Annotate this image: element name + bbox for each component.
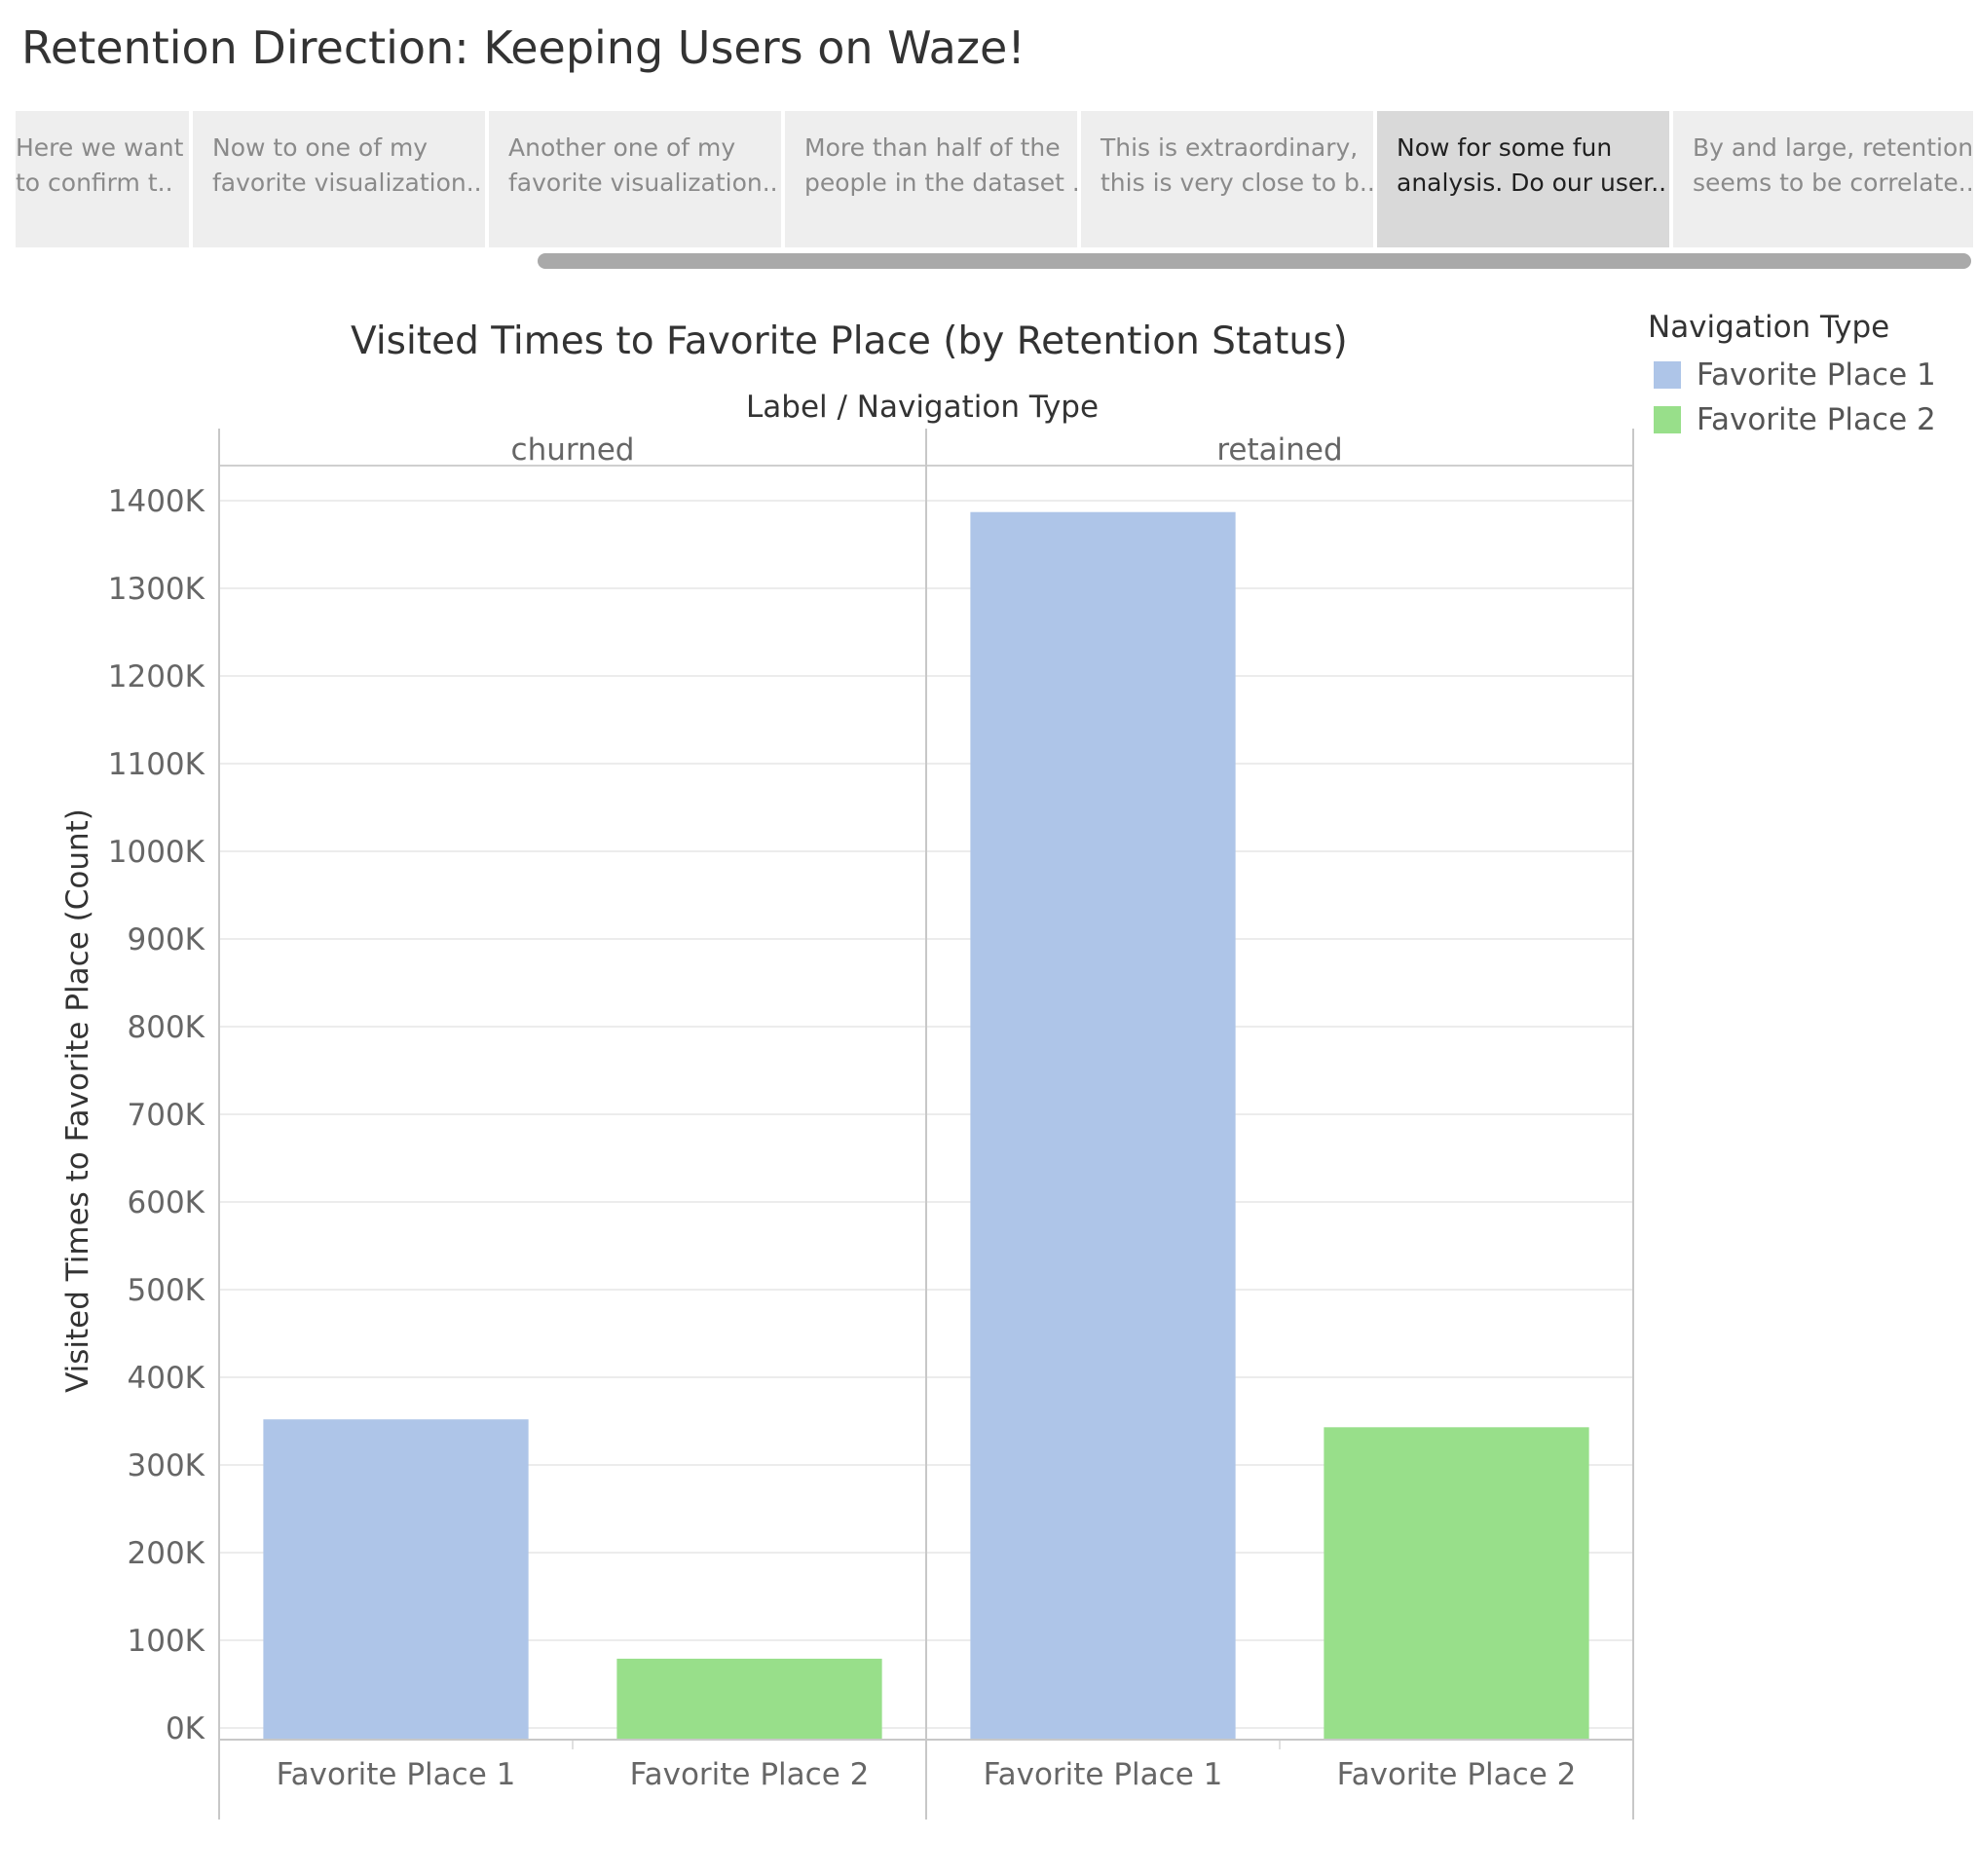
y-tick-label: 500K [128,1273,205,1308]
y-tick-label: 300K [128,1448,205,1483]
tab-caption-line: favorite visualization.. [212,169,482,197]
x-tick-label: Favorite Place 2 [630,1757,870,1792]
y-tick-label: 0K [166,1711,205,1746]
panel-header-churned: churned [511,432,635,468]
column-header-label: Label / Navigation Type [746,390,1100,425]
y-tick-label: 100K [128,1624,205,1659]
tab-caption-line: people in the dataset .. [804,169,1077,197]
y-tick-label: 600K [128,1185,205,1220]
tab-caption-line: analysis. Do our user.. [1397,169,1667,197]
y-axis-title: Visited Times to Favorite Place (Count) [60,808,95,1393]
y-tick-label: 400K [128,1361,205,1396]
story-point-tab-7[interactable]: By and large, retention seems to be corr… [1673,111,1973,247]
story-point-tab-1[interactable]: Here we want to confirm t.. [16,111,189,247]
story-scrollbar[interactable] [538,253,1971,269]
story-navigator: Here we want to confirm t.. Now to one o… [16,111,1973,247]
legend-title: Navigation Type [1648,310,1890,345]
tab-caption-line: Another one of my [508,133,736,162]
legend-label: Favorite Place 2 [1697,402,1936,437]
chart-title: Visited Times to Favorite Place (by Rete… [351,319,1348,363]
tab-caption-line: More than half of the [804,133,1061,162]
legend-swatch [1654,406,1681,433]
legend-item-favorite-place-1[interactable]: Favorite Place 1 [1648,353,1936,397]
x-tick-label: Favorite Place 2 [1337,1757,1577,1792]
panel-header-retained: retained [1216,432,1342,468]
legend: Navigation Type Favorite Place 1 Favorit… [1648,310,1936,442]
bar-churned-favorite-place-1 [263,1419,529,1740]
tab-caption-line: seems to be correlate.. [1693,169,1973,197]
y-tick-label: 1400K [108,484,205,519]
legend-swatch [1654,361,1681,389]
tab-caption-line: By and large, retention [1693,133,1973,162]
tab-caption-line: to confirm t.. [16,169,173,197]
y-tick-label: 200K [128,1536,205,1571]
story-point-tab-2[interactable]: Now to one of my favorite visualization.… [193,111,485,247]
tab-caption-line: Now to one of my [212,133,429,162]
y-tick-label: 900K [128,922,205,957]
tab-caption-line: this is very close to b.. [1100,169,1373,197]
legend-label: Favorite Place 1 [1697,357,1936,393]
legend-item-favorite-place-2[interactable]: Favorite Place 2 [1648,397,1936,442]
tab-caption-line: Here we want [16,133,184,162]
bar-retained-favorite-place-2 [1324,1427,1589,1740]
bar-retained-favorite-place-1 [970,511,1236,1741]
story-point-tab-4[interactable]: More than half of the people in the data… [785,111,1077,247]
bar-churned-favorite-place-2 [616,1658,882,1740]
x-tick-label: Favorite Place 1 [984,1757,1223,1792]
tab-caption-line: This is extraordinary, [1100,133,1359,162]
story-title: Retention Direction: Keeping Users on Wa… [21,21,1026,74]
y-tick-label: 1200K [108,659,205,694]
y-tick-label: 1300K [108,572,205,607]
y-tick-label: 700K [128,1098,205,1133]
tab-caption-line: Now for some fun [1397,133,1613,162]
y-tick-label: 800K [128,1010,205,1045]
story-point-tab-6[interactable]: Now for some fun analysis. Do our user.. [1377,111,1669,247]
y-tick-label: 1100K [108,747,205,782]
y-tick-label: 1000K [108,835,205,870]
story-point-tab-3[interactable]: Another one of my favorite visualization… [489,111,781,247]
x-tick-label: Favorite Place 1 [277,1757,516,1792]
tab-caption-line: favorite visualization.. [508,169,778,197]
story-point-tab-5[interactable]: This is extraordinary, this is very clos… [1081,111,1373,247]
